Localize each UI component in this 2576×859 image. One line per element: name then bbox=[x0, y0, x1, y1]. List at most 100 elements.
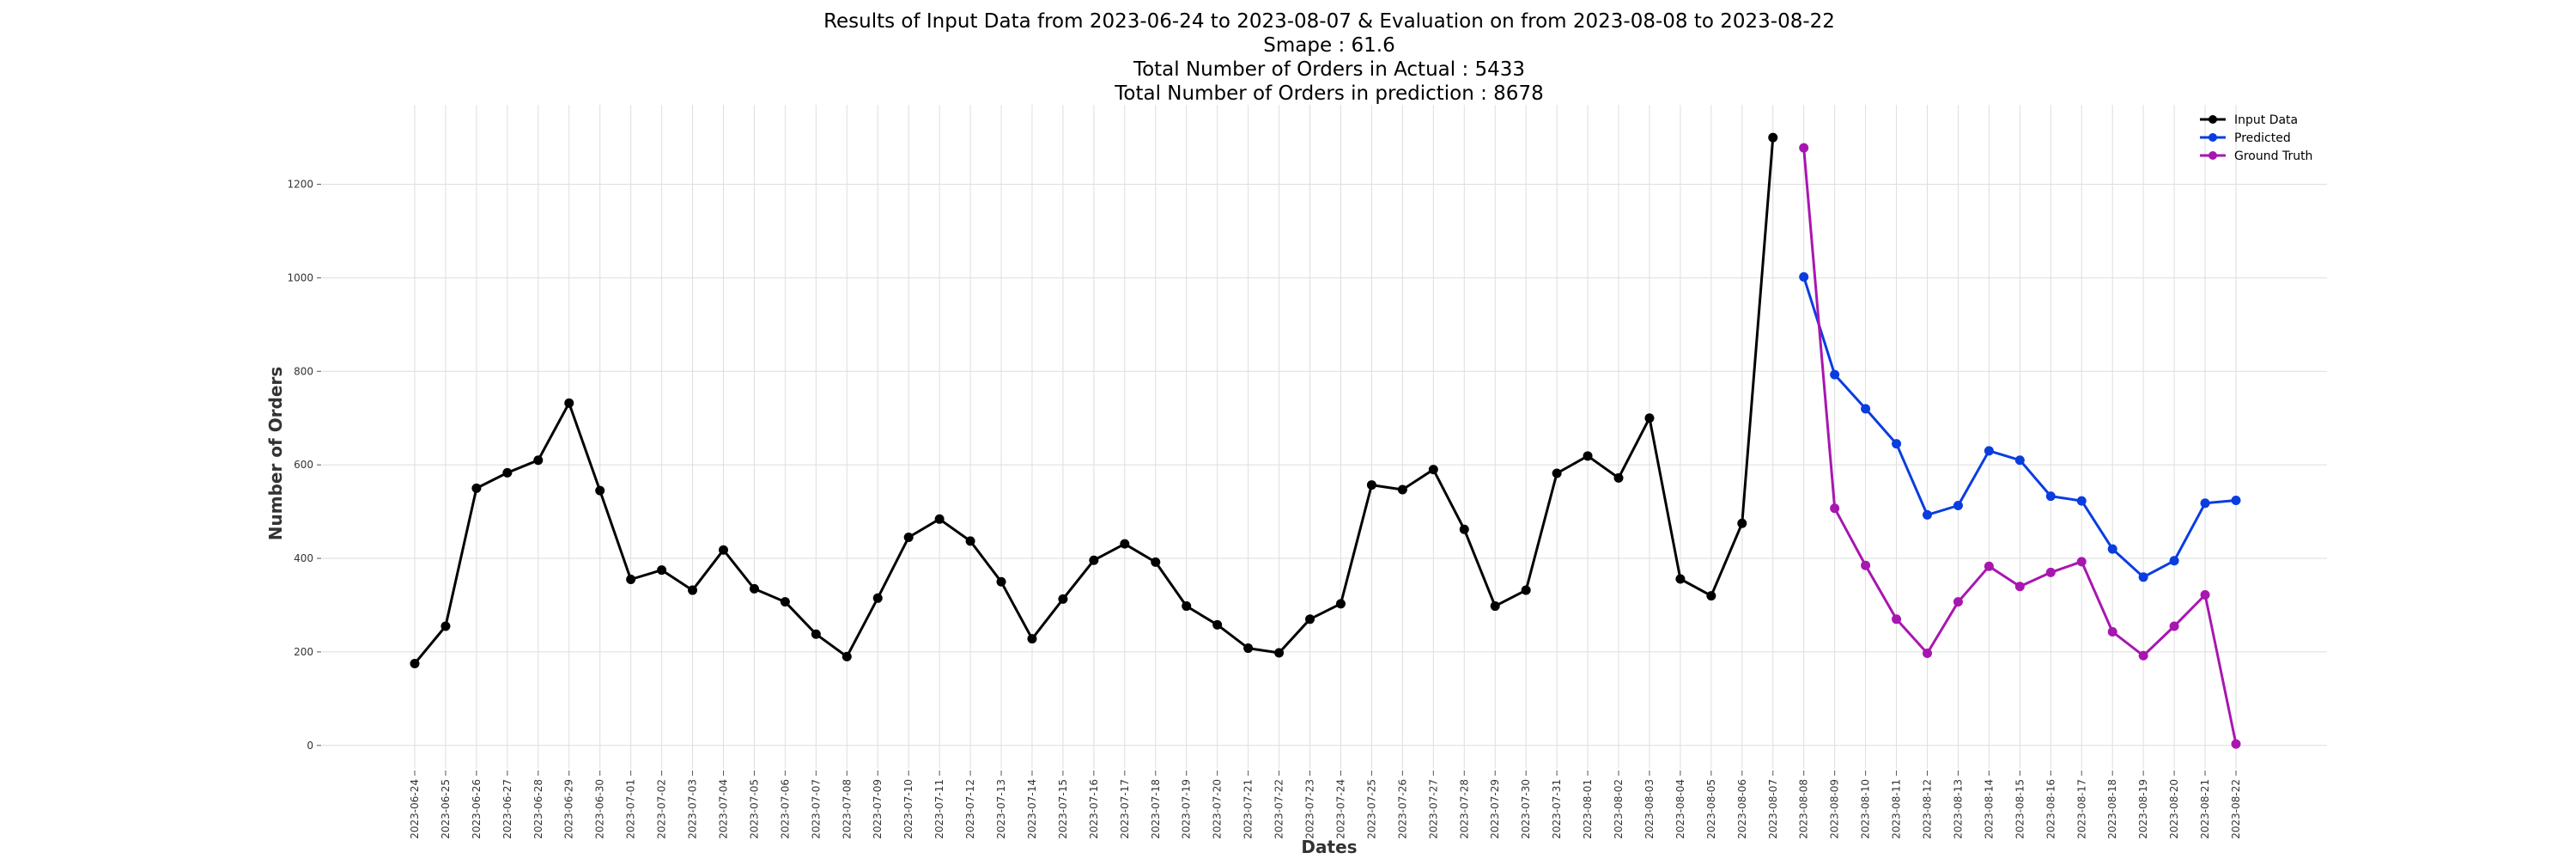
y-tick-label: 1000 bbox=[287, 271, 313, 283]
x-tick-label: 2023-08-17 bbox=[2075, 779, 2087, 839]
x-tick-label: 2023-08-13 bbox=[1952, 779, 1964, 839]
legend-marker bbox=[2208, 151, 2217, 160]
x-tick-label: 2023-07-23 bbox=[1304, 779, 1316, 839]
legend-marker bbox=[2208, 133, 2217, 142]
x-tick-label: 2023-07-21 bbox=[1242, 779, 1255, 839]
legend-label: Ground Truth bbox=[2234, 149, 2312, 163]
data-point bbox=[1366, 480, 1376, 490]
x-tick-label: 2023-07-27 bbox=[1427, 779, 1439, 839]
data-point bbox=[410, 659, 420, 669]
data-point bbox=[1490, 601, 1500, 612]
x-tick-label: 2023-07-07 bbox=[810, 779, 822, 839]
x-tick-label: 2023-07-28 bbox=[1458, 779, 1470, 839]
data-point bbox=[1058, 594, 1068, 604]
data-point bbox=[1120, 539, 1130, 549]
y-tick-label: 0 bbox=[307, 740, 313, 752]
data-point bbox=[1027, 634, 1037, 644]
data-point bbox=[1182, 601, 1192, 612]
data-point bbox=[1923, 649, 1933, 659]
data-point bbox=[2138, 650, 2148, 661]
x-tick-label: 2023-07-14 bbox=[1026, 779, 1038, 839]
data-point bbox=[657, 565, 667, 576]
x-tick-label: 2023-08-16 bbox=[2044, 779, 2057, 839]
x-axis-label: Dates bbox=[1301, 837, 1357, 857]
data-point bbox=[1830, 369, 1840, 380]
x-tick-label: 2023-07-01 bbox=[625, 779, 637, 839]
legend-item: Input Data bbox=[2200, 113, 2298, 127]
x-tick-label: 2023-08-21 bbox=[2199, 779, 2211, 839]
data-point bbox=[2014, 582, 2025, 592]
x-tick-label: 2023-08-11 bbox=[1891, 779, 1903, 839]
x-tick-label: 2023-07-03 bbox=[687, 779, 699, 839]
data-point bbox=[1335, 599, 1346, 609]
data-point bbox=[1861, 560, 1871, 570]
x-tick-label: 2023-06-24 bbox=[409, 779, 421, 839]
x-axis: 2023-06-24 2023-06-25 2023-06-26 2023-06-27… bbox=[409, 771, 2242, 839]
x-tick-label: 2023-07-10 bbox=[902, 779, 914, 839]
x-tick-label: 2023-06-29 bbox=[563, 779, 575, 839]
y-tick-label: 600 bbox=[294, 459, 313, 471]
series-predicted bbox=[1799, 271, 2241, 582]
x-tick-label: 2023-07-30 bbox=[1520, 779, 1532, 839]
data-point bbox=[749, 583, 759, 594]
plot-series bbox=[410, 132, 2241, 749]
legend-item: Predicted bbox=[2200, 131, 2291, 145]
x-tick-label: 2023-06-28 bbox=[532, 779, 544, 839]
x-tick-label: 2023-07-04 bbox=[717, 779, 729, 839]
data-point bbox=[780, 597, 790, 607]
x-tick-label: 2023-07-13 bbox=[995, 779, 1007, 839]
x-tick-label: 2023-07-16 bbox=[1088, 779, 1100, 839]
data-point bbox=[1799, 271, 1809, 282]
data-point bbox=[2107, 544, 2117, 554]
series-ground-truth bbox=[1799, 143, 2241, 749]
data-point bbox=[2045, 567, 2056, 577]
x-tick-label: 2023-08-07 bbox=[1767, 779, 1779, 839]
data-point bbox=[1644, 413, 1655, 423]
data-point bbox=[2138, 572, 2148, 582]
x-tick-label: 2023-07-19 bbox=[1181, 779, 1193, 839]
x-tick-label: 2023-06-30 bbox=[594, 779, 606, 839]
data-point bbox=[2200, 589, 2210, 600]
data-point bbox=[1953, 597, 1963, 607]
x-tick-label: 2023-08-04 bbox=[1674, 779, 1686, 839]
x-tick-label: 2023-07-12 bbox=[964, 779, 976, 839]
data-point bbox=[471, 483, 482, 493]
data-point bbox=[1274, 648, 1285, 658]
x-tick-label: 2023-07-22 bbox=[1273, 779, 1285, 839]
x-tick-label: 2023-08-01 bbox=[1582, 779, 1594, 839]
x-tick-label: 2023-07-08 bbox=[841, 779, 853, 839]
data-point bbox=[1151, 557, 1161, 567]
legend-label: Predicted bbox=[2234, 131, 2291, 145]
series-input-data bbox=[410, 132, 1778, 669]
data-point bbox=[2169, 621, 2179, 631]
data-point bbox=[1768, 132, 1778, 143]
x-tick-label: 2023-06-26 bbox=[471, 779, 483, 839]
x-tick-label: 2023-08-02 bbox=[1613, 779, 1625, 839]
data-point bbox=[903, 533, 914, 543]
data-point bbox=[1089, 555, 1099, 565]
data-point bbox=[1923, 509, 1933, 520]
data-point bbox=[2231, 496, 2241, 506]
data-point bbox=[2231, 739, 2241, 749]
title-line-4: Total Number of Orders in prediction : 8… bbox=[1114, 82, 1543, 105]
x-tick-label: 2023-07-20 bbox=[1212, 779, 1224, 839]
data-point bbox=[595, 485, 605, 496]
y-axis: 0 200 400 600 800 1000 1200 bbox=[287, 179, 321, 752]
data-point bbox=[1305, 614, 1315, 624]
legend-label: Input Data bbox=[2234, 113, 2298, 127]
x-tick-label: 2023-08-12 bbox=[1922, 779, 1934, 839]
x-tick-label: 2023-07-25 bbox=[1365, 779, 1377, 839]
chart-title: Results of Input Data from 2023-06-24 to… bbox=[823, 10, 1835, 105]
data-point bbox=[533, 455, 544, 466]
x-tick-label: 2023-06-27 bbox=[501, 779, 513, 839]
data-point bbox=[1984, 561, 1994, 571]
data-point bbox=[1212, 619, 1223, 630]
x-tick-label: 2023-08-03 bbox=[1643, 779, 1656, 839]
data-point bbox=[996, 576, 1006, 587]
y-axis-label: Number of Orders bbox=[265, 367, 286, 540]
data-point bbox=[2169, 556, 2179, 566]
title-line-3: Total Number of Orders in Actual : 5433 bbox=[1133, 58, 1525, 81]
data-point bbox=[1737, 518, 1747, 528]
x-tick-label: 2023-07-09 bbox=[872, 779, 884, 839]
